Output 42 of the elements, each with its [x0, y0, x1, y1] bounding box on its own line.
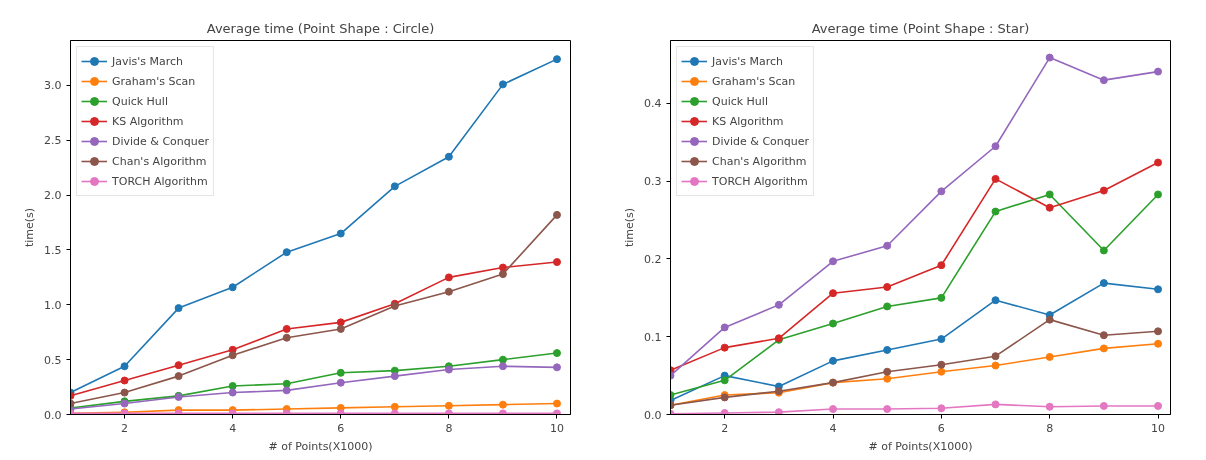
- y-tick-label: 1.5: [44, 243, 62, 257]
- legend-label: Quick Hull: [112, 94, 168, 108]
- y-tick-label: 0.0: [644, 408, 662, 422]
- y-tick-label: 3.0: [44, 79, 62, 93]
- x-tick-label: 8: [1046, 421, 1054, 435]
- legend-label: Chan's Algorithm: [112, 154, 207, 168]
- legend-label: KS Algorithm: [112, 114, 184, 128]
- x-tick-label: 2: [121, 421, 129, 435]
- legend-label: Quick Hull: [712, 94, 768, 108]
- x-axis-title: # of Points(X1000): [868, 439, 973, 453]
- legend-label: Javis's March: [112, 54, 184, 68]
- chart-title: Average time (Point Shape : Circle): [206, 20, 435, 36]
- x-tick-label: 4: [229, 421, 237, 435]
- y-tick-label: 1.0: [44, 298, 62, 312]
- legend-label: Javis's March: [712, 54, 784, 68]
- legend-label: Divide & Conquer: [712, 134, 810, 148]
- y-axis-title: time(s): [23, 207, 37, 248]
- legend-label: Divide & Conquer: [112, 134, 210, 148]
- y-tick-label: 2.0: [44, 189, 62, 203]
- x-tick-label: 10: [1151, 421, 1166, 435]
- y-tick-label: 0.2: [644, 252, 662, 266]
- x-tick-label: 4: [829, 421, 837, 435]
- y-tick-label: 0.5: [44, 353, 62, 367]
- x-tick-label: 10: [549, 421, 564, 435]
- x-tick-label: 2: [721, 421, 729, 435]
- y-tick-label: 0.4: [644, 97, 662, 111]
- legend-label: Chan's Algorithm: [712, 154, 807, 168]
- y-tick-label: 0.0: [44, 408, 62, 422]
- y-tick-label: 2.5: [44, 134, 62, 148]
- legend-label: Graham's Scan: [712, 74, 796, 88]
- legend-label: TORCH Algorithm: [112, 174, 208, 188]
- legend-label: Graham's Scan: [112, 74, 196, 88]
- x-axis-title: # of Points(X1000): [268, 439, 373, 453]
- y-tick-label: 0.1: [644, 330, 662, 344]
- legend-label: KS Algorithm: [712, 114, 784, 128]
- x-tick-label: 6: [937, 421, 945, 435]
- x-tick-label: 8: [445, 421, 453, 435]
- y-axis-title: time(s): [623, 207, 637, 248]
- y-tick-label: 0.3: [644, 175, 662, 189]
- chart-title: Average time (Point Shape : Star): [811, 20, 1030, 36]
- x-tick-label: 6: [337, 421, 345, 435]
- legend-label: TORCH Algorithm: [712, 174, 808, 188]
